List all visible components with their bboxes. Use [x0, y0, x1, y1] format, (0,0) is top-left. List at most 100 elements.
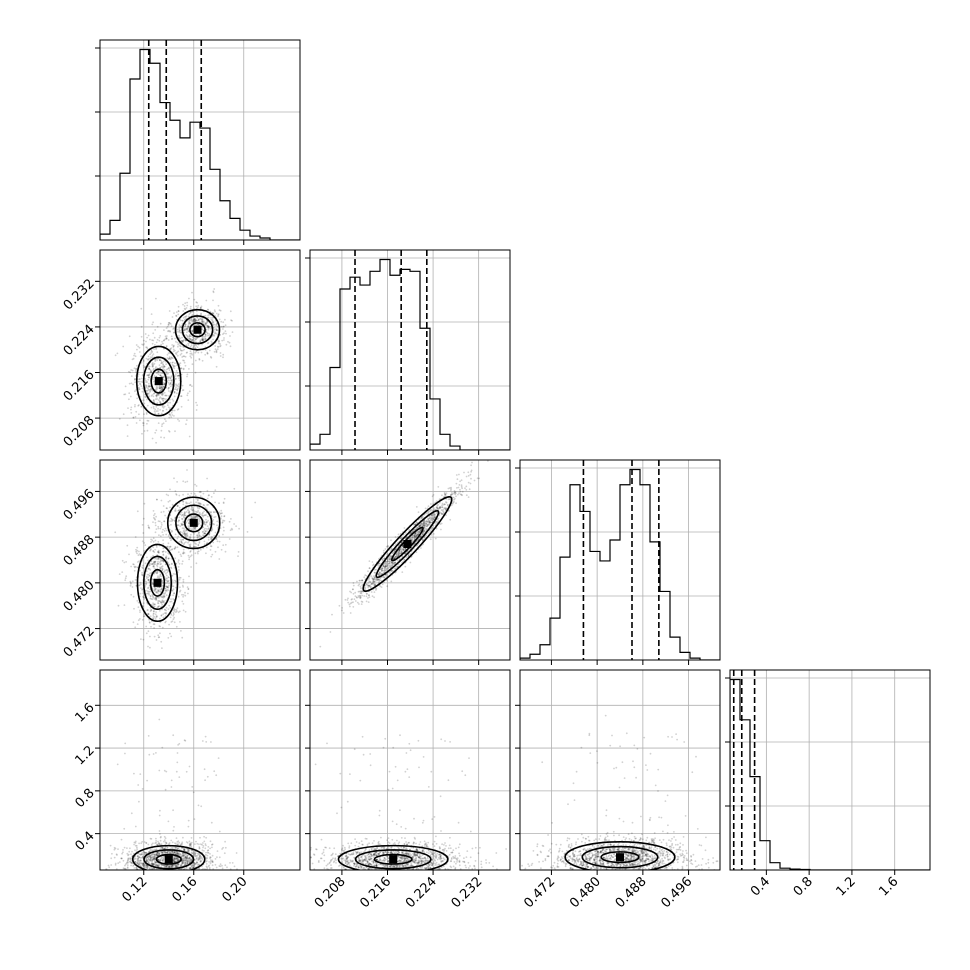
scatter-point: [214, 501, 217, 504]
scatter-point: [198, 858, 200, 860]
scatter-point: [352, 592, 355, 595]
scatter-point: [182, 500, 185, 503]
scatter-point: [156, 607, 159, 609]
scatter-point: [180, 405, 183, 408]
scatter-point: [151, 342, 154, 345]
scatter-point: [205, 514, 208, 516]
scatter-point: [152, 550, 155, 552]
scatter-point: [160, 601, 162, 604]
scatter-point: [350, 601, 353, 604]
scatter-point: [153, 616, 156, 618]
scatter-point: [178, 519, 181, 522]
scatter-point: [172, 519, 174, 521]
scatter-point: [149, 548, 152, 550]
scatter-point: [172, 400, 175, 402]
scatter-point: [164, 621, 167, 624]
scatter-point: [215, 332, 218, 335]
scatter-point: [367, 601, 370, 603]
scatter-point: [419, 535, 422, 538]
scatter-point: [153, 514, 155, 517]
scatter-point: [139, 378, 141, 380]
scatter-point: [168, 356, 171, 358]
scatter-point: [147, 374, 149, 376]
scatter-point: [182, 552, 185, 555]
scatter-point: [200, 313, 202, 316]
scatter-point: [423, 525, 426, 528]
scatter-point: [159, 836, 162, 839]
scatter-point: [177, 343, 180, 346]
scatter-point: [147, 524, 150, 527]
scatter-point: [145, 582, 147, 585]
scatter-point: [184, 863, 187, 866]
scatter-point: [181, 861, 184, 863]
scatter-point: [165, 337, 168, 340]
scatter-point: [164, 418, 166, 421]
scatter-point: [429, 510, 431, 512]
scatter-point: [150, 388, 153, 391]
scatter-point: [189, 384, 191, 387]
scatter-point: [371, 595, 374, 598]
scatter-point: [172, 861, 175, 863]
scatter-point: [191, 527, 194, 529]
scatter-point: [138, 853, 141, 855]
scatter-point: [229, 310, 232, 313]
scatter-point: [170, 375, 173, 377]
scatter-point: [145, 570, 148, 573]
scatter-point: [428, 517, 431, 520]
scatter-point: [139, 859, 142, 861]
scatter-point: [431, 518, 434, 521]
scatter-point: [192, 320, 195, 323]
scatter-point: [222, 333, 224, 336]
scatter-point: [187, 518, 190, 521]
scatter-point: [377, 578, 379, 581]
scatter-point: [374, 577, 376, 579]
scatter-point: [384, 569, 387, 572]
scatter-point: [147, 861, 150, 864]
scatter-point: [151, 862, 154, 865]
scatter-point: [165, 574, 168, 577]
scatter-point: [366, 583, 368, 586]
scatter-point: [432, 494, 435, 496]
scatter-point: [147, 613, 149, 616]
scatter-point: [184, 316, 187, 318]
scatter-point: [152, 378, 154, 381]
scatter-point: [211, 528, 214, 531]
scatter-point: [391, 564, 393, 567]
panel-frame-0-0: [99, 39, 301, 241]
scatter-point: [191, 509, 193, 512]
scatter-point: [180, 326, 183, 329]
scatter-point: [379, 572, 381, 574]
scatter-point: [196, 842, 199, 845]
scatter-point: [146, 422, 148, 425]
scatter-point: [148, 357, 151, 360]
scatter-point: [133, 607, 135, 610]
scatter-point: [435, 512, 438, 514]
scatter-point: [135, 845, 138, 847]
scatter-point: [437, 503, 439, 506]
scatter-point: [134, 381, 137, 384]
scatter-point: [199, 339, 202, 341]
scatter-point: [427, 511, 430, 514]
scatter-point: [202, 320, 205, 323]
scatter-point: [156, 843, 159, 846]
scatter-point: [189, 495, 191, 497]
contour-2-0-1-0: [166, 496, 221, 550]
scatter-point: [153, 560, 156, 563]
contour-2-0-0-2: [149, 568, 166, 597]
scatter-point: [382, 569, 385, 572]
scatter-point: [212, 334, 215, 336]
scatter-point: [177, 345, 179, 348]
scatter-point: [217, 757, 220, 759]
scatter-point: [186, 854, 189, 857]
scatter-point: [198, 503, 201, 505]
scatter-point: [185, 857, 188, 859]
scatter-point: [191, 319, 194, 322]
scatter-point: [146, 336, 149, 339]
scatter-point: [380, 569, 383, 571]
scatter-point: [122, 851, 124, 854]
scatter-point: [378, 574, 380, 576]
scatter-point: [404, 547, 407, 550]
scatter-point: [160, 429, 163, 432]
scatter-point: [175, 383, 177, 386]
scatter-point: [390, 565, 393, 568]
